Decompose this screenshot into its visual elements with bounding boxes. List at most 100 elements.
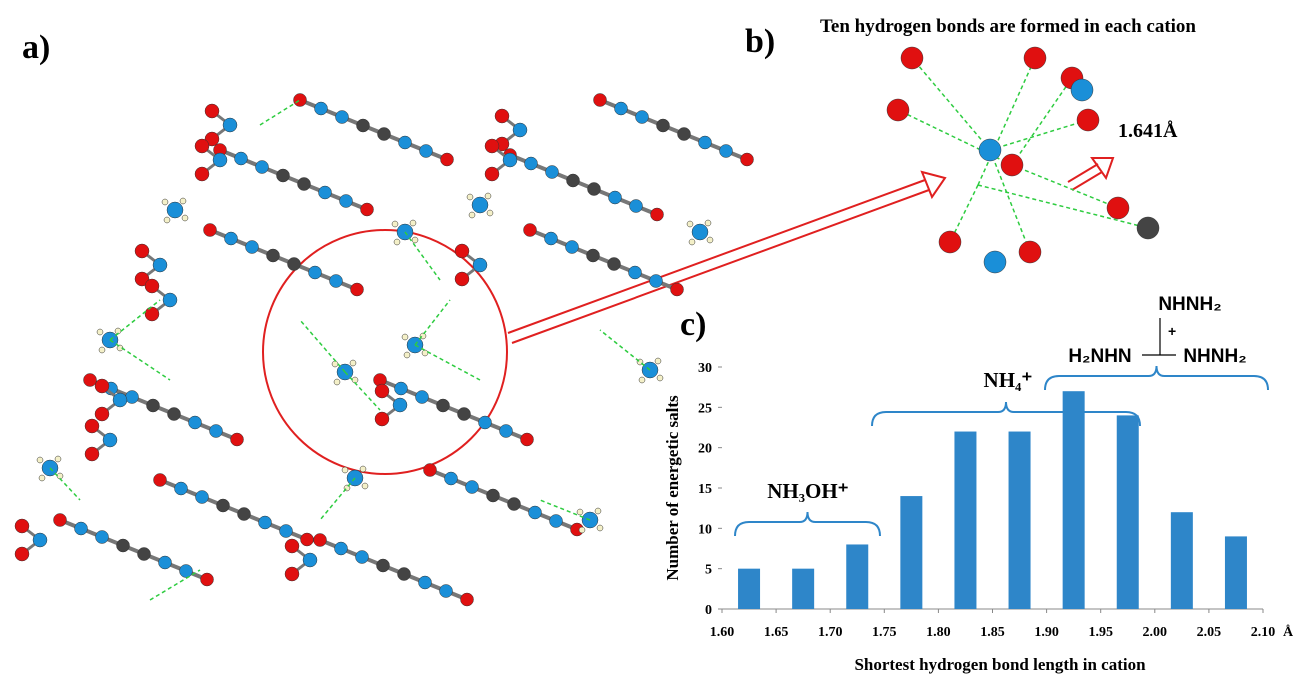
h-bond (260, 100, 300, 125)
atom (377, 559, 390, 572)
h-bond (415, 300, 450, 345)
annotation: + (1168, 323, 1176, 339)
atom (657, 375, 663, 381)
atom (410, 220, 416, 226)
x-tick-label: 1.80 (926, 625, 951, 640)
annotation: NH₃OH⁺ (767, 479, 849, 503)
atom (15, 547, 29, 561)
atom (398, 568, 411, 581)
figure: a) b) Ten hydrogen bonds are formed in e… (0, 0, 1301, 676)
atom (671, 283, 684, 296)
y-tick-label: 20 (698, 442, 712, 457)
atom (223, 118, 237, 132)
atom (657, 119, 670, 132)
atom (99, 347, 105, 353)
atom (54, 514, 67, 527)
atom (720, 145, 733, 158)
atom (103, 433, 117, 447)
y-tick-label: 10 (698, 522, 712, 537)
atom (655, 358, 661, 364)
bond-length: 1.641Å (1118, 119, 1178, 142)
atom (96, 531, 109, 544)
atom (395, 382, 408, 395)
annotation: NHNH₂ (1183, 346, 1246, 367)
atom (595, 508, 601, 514)
bar (1009, 432, 1031, 609)
atom (145, 279, 159, 293)
atom (314, 534, 327, 547)
h-bond (1012, 78, 1072, 165)
atom (441, 153, 454, 166)
atom (416, 391, 429, 404)
atom (699, 136, 712, 149)
atom (650, 275, 663, 288)
atom (984, 251, 1006, 273)
atom (217, 499, 230, 512)
atom (357, 119, 370, 132)
atom (487, 489, 500, 502)
atom (37, 457, 43, 463)
atom (689, 239, 695, 245)
atom (566, 241, 579, 254)
atom (615, 102, 628, 115)
atom (513, 123, 527, 137)
atom (1107, 197, 1129, 219)
x-axis-title: Shortest hydrogen bond length in cation (854, 655, 1146, 674)
y-axis-title: Number of energetic salts (663, 395, 682, 581)
atom (75, 522, 88, 535)
atom (117, 539, 130, 552)
atom (15, 519, 29, 533)
atom (437, 399, 450, 412)
atom (485, 139, 499, 153)
bar (954, 432, 976, 609)
atom (422, 350, 428, 356)
atom (597, 525, 603, 531)
atom (259, 516, 272, 529)
h-bond (300, 320, 345, 372)
atom (467, 194, 473, 200)
x-tick-label: 1.95 (1088, 625, 1113, 640)
atom (901, 47, 923, 69)
atom (473, 258, 487, 272)
atom (335, 542, 348, 555)
atom (285, 567, 299, 581)
atom (336, 111, 349, 124)
atom (235, 152, 248, 165)
atom (138, 548, 151, 561)
atom (319, 186, 332, 199)
h-bond (320, 478, 355, 520)
atom (225, 232, 238, 245)
atom (420, 145, 433, 158)
atom (113, 393, 127, 407)
atom (175, 482, 188, 495)
bar (738, 569, 760, 609)
bar (792, 569, 814, 609)
atom (85, 447, 99, 461)
atom (469, 212, 475, 218)
panel-label: c) (680, 306, 706, 343)
atom (84, 374, 97, 387)
x-tick-label: 1.90 (1034, 625, 1059, 640)
atom (147, 399, 160, 412)
atom (392, 221, 398, 227)
x-tick-label: 2.05 (1197, 625, 1222, 640)
bar (900, 496, 922, 609)
atom (1024, 47, 1046, 69)
atom (707, 237, 713, 243)
atom (303, 553, 317, 567)
atom (550, 515, 563, 528)
atom (162, 199, 168, 205)
atom (298, 178, 311, 191)
atom (309, 266, 322, 279)
atom (587, 249, 600, 262)
h-bond (150, 570, 200, 600)
atom (277, 169, 290, 182)
atom (594, 94, 607, 107)
x-tick-label: 2.10 (1251, 625, 1276, 640)
atom (461, 593, 474, 606)
atom (361, 203, 374, 216)
h-bond (600, 330, 650, 370)
atom (168, 408, 181, 421)
annotation: NH₄⁺ (984, 368, 1033, 392)
atom (508, 498, 521, 511)
